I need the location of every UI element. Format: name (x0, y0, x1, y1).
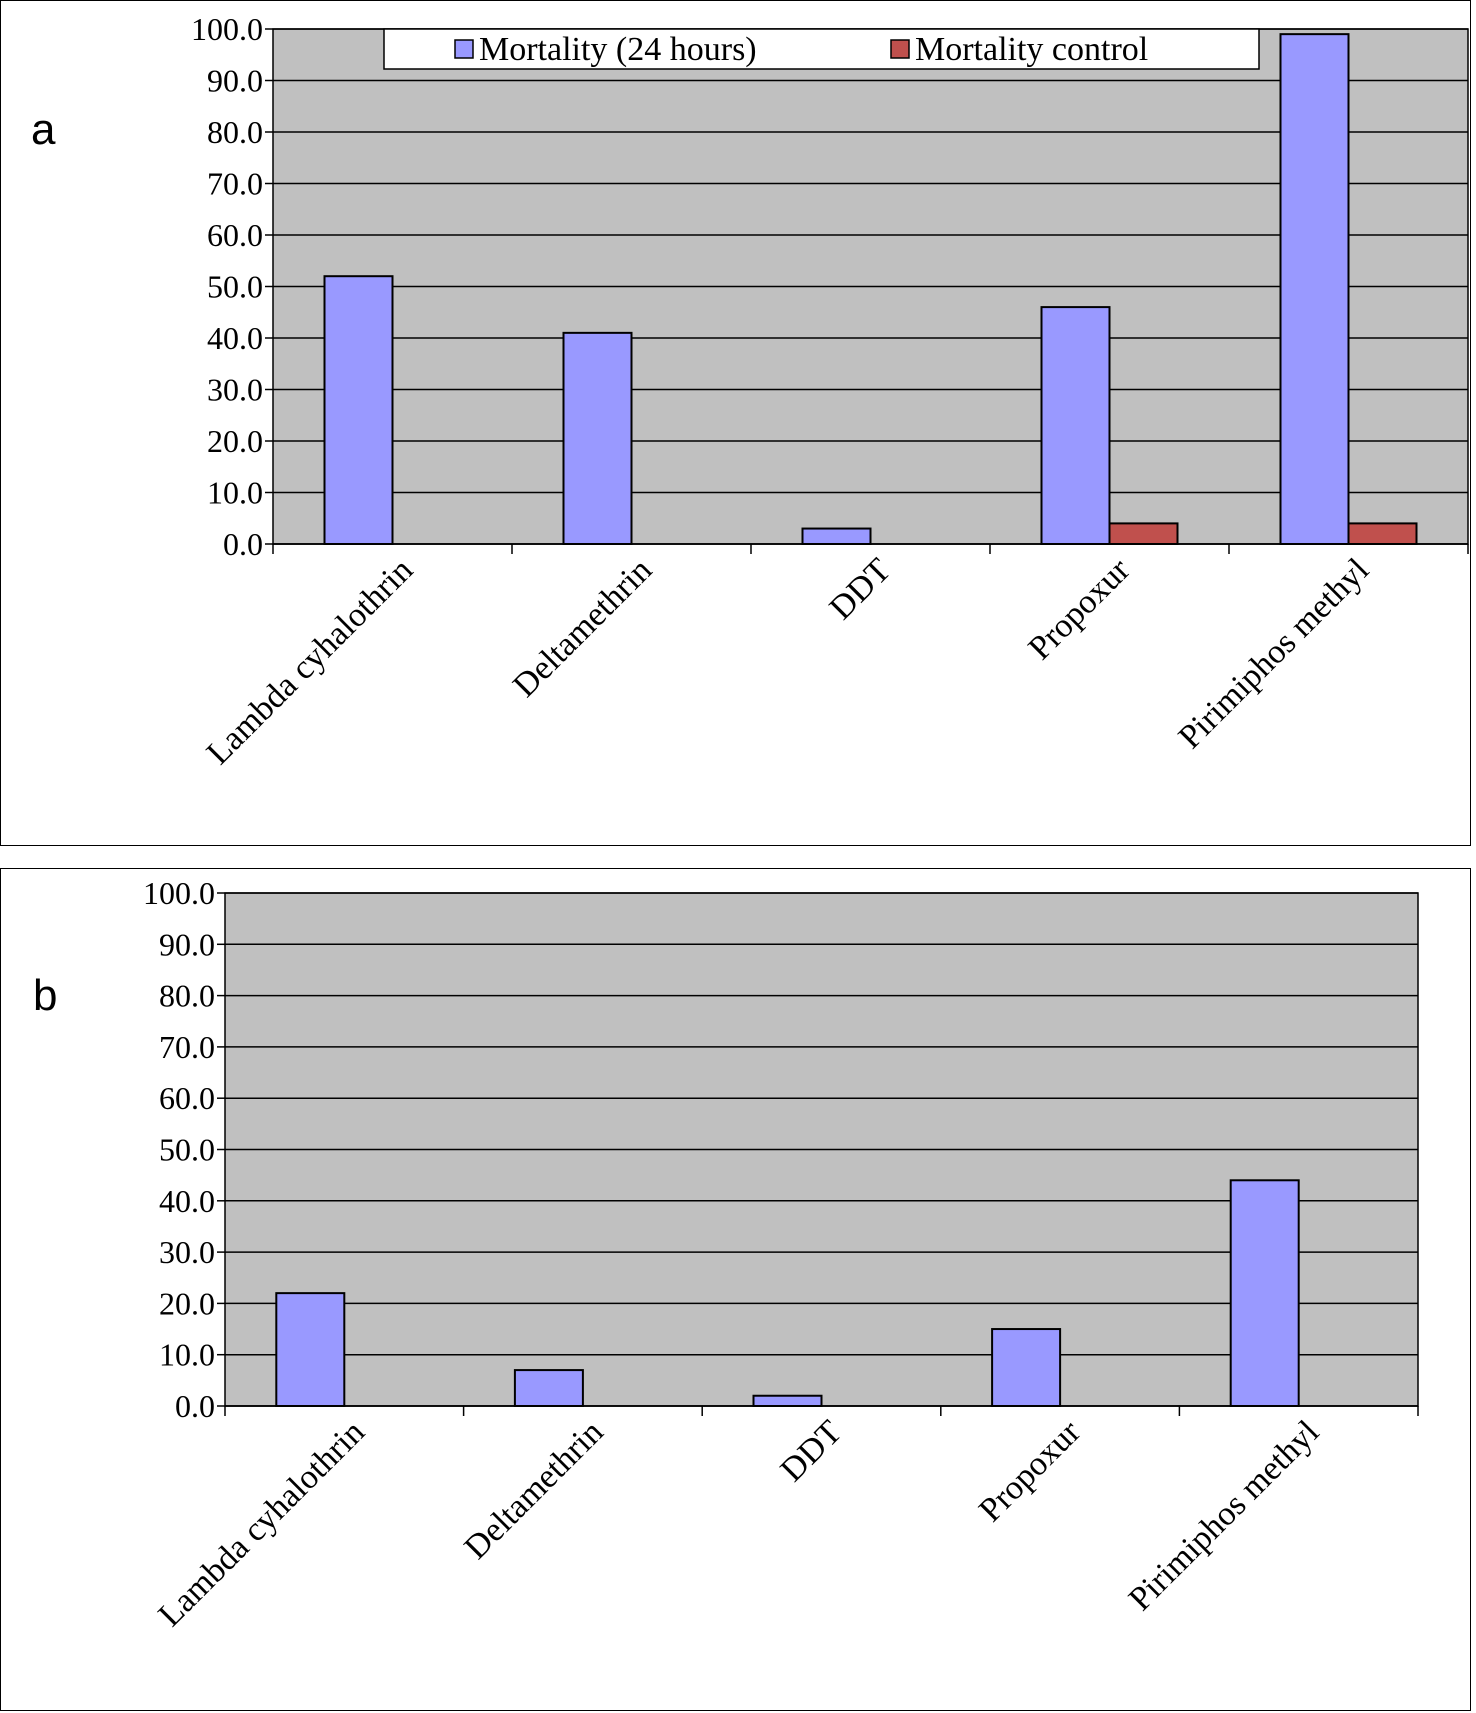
chart-b-x-label-deltamethrin: Deltamethrin (458, 1413, 611, 1566)
chart-b-y-tick-label: 80.0 (159, 978, 215, 1014)
chart-a-bar-propoxur-series-1 (1040, 306, 1111, 545)
chart-b-y-tick-label: 10.0 (159, 1337, 215, 1373)
chart-a-y-tick-label: 30.0 (207, 372, 263, 408)
chart-a-legend-swatch-2 (890, 39, 910, 59)
panel-letter-a: a (31, 105, 56, 154)
chart-a-x-label-lambda-cyhalothrin: Lambda cyhalothrin (200, 551, 420, 771)
chart-b-y-tick-label: 50.0 (159, 1132, 215, 1168)
chart-a-y-tick-label: 50.0 (207, 269, 263, 305)
chart-a-bar-lambda-cyhalothrin-series-1 (323, 275, 394, 545)
chart-b-y-tick-label: 40.0 (159, 1183, 215, 1219)
chart-a-x-label-deltamethrin: Deltamethrin (506, 551, 659, 704)
chart-panel-a: a 0.0 10.0 20.0 30.0 40.0 50.0 60.0 70.0 80.0 90.… (0, 0, 1471, 846)
chart-panel-b: b 0.0 10.0 20.0 30.0 40.0 50.0 60.0 70.0 80.0 90.… (0, 868, 1471, 1711)
chart-b-bar-ddt (752, 1394, 823, 1407)
chart-a-y-tick-label: 0.0 (223, 526, 263, 562)
chart-a-legend (383, 28, 1260, 70)
chart-a-y-tick-label: 70.0 (207, 166, 263, 202)
chart-b-y-tick-label: 0.0 (175, 1388, 215, 1424)
chart-a-y-tick-label: 10.0 (207, 475, 263, 511)
chart-a-y-tick-label: 90.0 (207, 63, 263, 99)
chart-b-y-tick-label: 30.0 (159, 1234, 215, 1270)
chart-a-bar-deltamethrin-series-1 (562, 331, 633, 545)
chart-a-y-tick-label: 60.0 (207, 217, 263, 253)
chart-b-x-label-pirimiphos-methyl: Pirimiphos methyl (1122, 1413, 1326, 1617)
chart-b-bar-propoxur (991, 1328, 1062, 1407)
chart-b-bar-deltamethrin (513, 1369, 584, 1407)
chart-b-svg: 0.0 10.0 20.0 30.0 40.0 50.0 60.0 70.0 80.0 90.0 1… (143, 875, 1419, 1634)
panel-letter-b: b (33, 971, 58, 1020)
chart-a-bar-ddt-series-1 (801, 527, 872, 545)
chart-b-x-label-ddt: DDT (774, 1413, 850, 1489)
chart-a-legend-swatch-1 (454, 39, 474, 59)
chart-a-y-tick-label: 20.0 (207, 423, 263, 459)
chart-a-legend-label-2: Mortality control (915, 31, 1148, 68)
chart-a-x-label-propoxur: Propoxur (1022, 551, 1138, 667)
chart-a-legend-label-1: Mortality (24 hours) (479, 31, 757, 68)
chart-b-bar-lambda-cyhalothrin (275, 1292, 346, 1408)
chart-b-x-label-propoxur: Propoxur (972, 1413, 1088, 1529)
chart-a-svg: 0.0 10.0 20.0 30.0 40.0 50.0 60.0 70.0 80.0 90.0 1… (191, 11, 1469, 772)
chart-b-y-tick-label: 60.0 (159, 1080, 215, 1116)
chart-a-x-label-pirimiphos-methyl: Pirimiphos methyl (1172, 551, 1376, 755)
chart-a-y-tick-label: 40.0 (207, 320, 263, 356)
chart-a-bar-propoxur-series-2 (1108, 522, 1179, 546)
chart-b-y-tick-label: 90.0 (159, 926, 215, 962)
chart-a-y-tick-label: 100.0 (191, 11, 263, 47)
chart-b-x-label-lambda-cyhalothrin: Lambda cyhalothrin (152, 1413, 372, 1633)
chart-a-bar-pirimiphos-methyl-series-1 (1279, 33, 1350, 546)
chart-a-x-label-ddt: DDT (823, 551, 899, 627)
chart-b-bar-pirimiphos-methyl (1229, 1179, 1300, 1407)
chart-b-y-tick-label: 100.0 (143, 875, 215, 911)
chart-b-y-tick-label: 20.0 (159, 1285, 215, 1321)
chart-a-y-tick-label: 80.0 (207, 114, 263, 150)
chart-a-bar-pirimiphos-methyl-series-2 (1347, 522, 1418, 546)
chart-b-y-tick-label: 70.0 (159, 1029, 215, 1065)
